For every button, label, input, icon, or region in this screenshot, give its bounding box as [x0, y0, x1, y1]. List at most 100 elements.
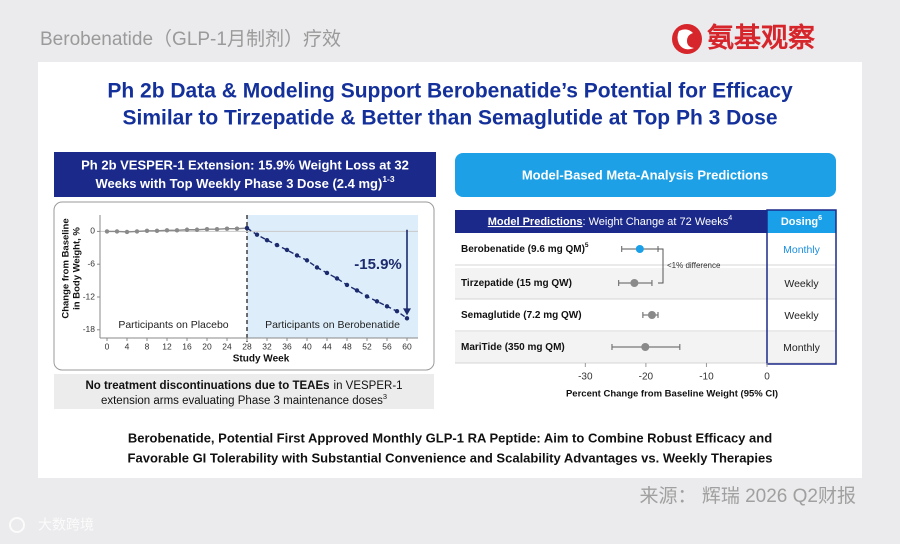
- data-point: [324, 270, 330, 276]
- y-axis-label: Change from Baseline: [61, 218, 72, 318]
- category-name: Tirzepatide (15 mg QW): [461, 278, 572, 289]
- data-point: [344, 282, 350, 288]
- estimate-point: [647, 311, 656, 319]
- data-point: [144, 228, 150, 234]
- category-label: Berobenatide (9.6 mg QM)5: [461, 242, 589, 255]
- x-tick-label: 48: [342, 341, 352, 351]
- data-point: [314, 265, 320, 270]
- data-point: [154, 228, 160, 234]
- x-tick-label: 28: [242, 341, 252, 351]
- data-point: [334, 276, 340, 281]
- x-tick-label: -10: [699, 372, 714, 383]
- data-point: [284, 247, 290, 253]
- data-point: [234, 226, 240, 231]
- category-label: Semaglutide (7.2 mg QW): [461, 310, 582, 321]
- dosing-label: Monthly: [783, 244, 821, 256]
- table-header-text: Model Predictions: Weight Change at 72 W…: [488, 214, 732, 228]
- footer: Favorable GI Tolerability with Substanti…: [128, 450, 773, 465]
- logo: 氨基观察: [672, 22, 816, 54]
- header-rest: : Weight Change at 72 Weeks: [583, 216, 729, 228]
- note-bold: No treatment discontinuations due to TEA…: [85, 380, 329, 392]
- estimate-point: [630, 279, 639, 287]
- x-tick-label: 20: [202, 341, 212, 351]
- data-point: [104, 229, 110, 234]
- source: 来源： 辉瑞 2026 Q2财报: [640, 485, 856, 507]
- y-tick-label: -12: [83, 291, 96, 301]
- logo-text: 氨基观察: [707, 22, 816, 53]
- note-sup: 3: [383, 392, 387, 401]
- left-title-box: [54, 152, 436, 197]
- category-name: Semaglutide (7.2 mg QW): [461, 310, 582, 321]
- dosing-header-text: Dosing6: [781, 214, 822, 228]
- x-tick-label: 0: [764, 372, 770, 383]
- note: extension arms evaluating Phase 3 mainte…: [101, 392, 387, 407]
- data-point: [364, 294, 370, 299]
- table-header: [455, 210, 767, 233]
- data-point: [394, 309, 400, 314]
- right-chart: Model Predictions: Weight Change at 72 W…: [455, 209, 837, 400]
- data-point: [214, 227, 220, 232]
- note-box: [54, 374, 434, 409]
- dosing-label: Weekly: [784, 310, 819, 322]
- annotation-bracket: [658, 248, 664, 284]
- data-point: [204, 227, 210, 232]
- data-point: [114, 229, 120, 234]
- data-point: [304, 258, 310, 263]
- data-point: [254, 232, 260, 237]
- category-name: Berobenatide (9.6 mg QM): [461, 244, 585, 255]
- category-label: MariTide (350 mg QM): [461, 342, 565, 353]
- data-point: [134, 229, 140, 234]
- data-point: [124, 229, 130, 235]
- data-point: [384, 304, 390, 309]
- watermark-text: 大数跨境: [38, 517, 94, 533]
- dosing-label: Weekly: [784, 278, 819, 290]
- category-name: MariTide (350 mg QM): [461, 342, 565, 353]
- region-label: Participants on Placebo: [118, 319, 228, 331]
- data-point: [184, 227, 190, 232]
- data-point: [244, 225, 250, 231]
- note-text: in VESPER-1: [334, 380, 403, 392]
- dosing-label: Monthly: [783, 342, 821, 354]
- x-tick-label: 44: [322, 341, 332, 351]
- header-sup: 4: [728, 214, 732, 222]
- estimate-point: [635, 245, 644, 253]
- data-point: [224, 226, 230, 231]
- y-tick-label: -6: [87, 258, 95, 268]
- slide-title: Ph 2b Data & Modeling Support Berobenati…: [107, 80, 793, 103]
- left-title-text: Weeks with Top Weekly Phase 3 Dose (2.4 …: [95, 176, 382, 191]
- y-tick-label: 0: [90, 226, 95, 236]
- annotation: <1% difference: [667, 261, 721, 270]
- x-tick-label: 32: [262, 341, 272, 351]
- left-chart: Participants on Placebo Participants on B…: [61, 215, 418, 365]
- annotation-arrowhead: [403, 308, 411, 316]
- category-sup: 5: [585, 242, 589, 249]
- left-title: Ph 2b VESPER-1 Extension: 15.9% Weight L…: [81, 157, 409, 172]
- watermark-icon: [9, 517, 25, 533]
- dosing-header-sup: 6: [818, 214, 822, 222]
- x-tick-label: 60: [402, 341, 412, 351]
- x-tick-label: 8: [145, 341, 150, 351]
- x-tick-label: 16: [182, 341, 192, 351]
- data-point: [274, 242, 280, 248]
- x-axis-label: Percent Change from Baseline Weight (95%…: [566, 389, 778, 400]
- slide-title: Similar to Tirzepatide & Better than Sem…: [122, 107, 777, 130]
- x-tick-label: 52: [362, 341, 372, 351]
- region-label: Participants on Berobenatide: [265, 319, 400, 331]
- x-tick-label: 40: [302, 341, 312, 351]
- note: No treatment discontinuations due to TEA…: [85, 380, 402, 392]
- dosing-header-label: Dosing: [781, 216, 818, 228]
- left-title: Weeks with Top Weekly Phase 3 Dose (2.4 …: [95, 174, 394, 191]
- x-axis-label: Study Week: [233, 354, 290, 365]
- x-tick-label: 0: [105, 341, 110, 351]
- data-point: [294, 253, 300, 258]
- y-axis-label: in Body Weight, %: [72, 227, 83, 310]
- x-tick-label: 36: [282, 341, 292, 351]
- x-tick-label: 24: [222, 341, 232, 351]
- x-tick-label: 56: [382, 341, 392, 351]
- note-text: extension arms evaluating Phase 3 mainte…: [101, 395, 383, 407]
- x-tick-label: -30: [578, 372, 593, 383]
- right-title-box: [455, 153, 836, 197]
- data-point: [354, 288, 360, 293]
- x-tick-label: 4: [125, 341, 130, 351]
- footer: Berobenatide, Potential First Approved M…: [128, 430, 772, 445]
